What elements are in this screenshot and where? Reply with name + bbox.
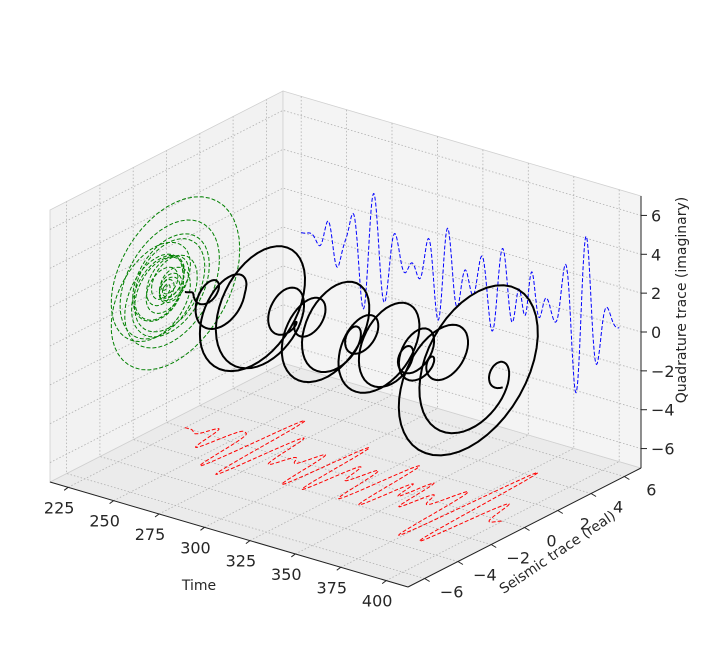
y-tick bbox=[590, 493, 597, 497]
x-tick bbox=[381, 580, 387, 585]
x-tick bbox=[245, 540, 251, 545]
x-axis-line bbox=[49, 481, 409, 588]
z-tick-label: −6 bbox=[651, 440, 675, 459]
x-tick-label: 300 bbox=[180, 538, 211, 557]
x-tick-label: 250 bbox=[89, 512, 120, 531]
y-tick-label: 2 bbox=[580, 515, 590, 534]
z-axis-label: Quadrature trace (imaginary) bbox=[674, 197, 690, 403]
y-tick bbox=[457, 561, 464, 565]
x-tick-label: 375 bbox=[316, 578, 347, 597]
grid-line-y bbox=[132, 167, 492, 545]
x-tick bbox=[109, 500, 114, 505]
series-real-projection bbox=[184, 419, 539, 542]
y-tick-label: −4 bbox=[473, 566, 497, 585]
x-tick-label: 400 bbox=[362, 592, 393, 611]
x-tick bbox=[336, 566, 342, 571]
y-tick bbox=[624, 476, 630, 480]
x-tick-label: 275 bbox=[135, 525, 166, 544]
grid-line-y bbox=[99, 184, 459, 562]
grid-line-y bbox=[265, 99, 625, 477]
y-tick-label: 0 bbox=[546, 532, 556, 551]
y-tick-label: −6 bbox=[440, 583, 464, 602]
z-tick-label: 6 bbox=[651, 206, 661, 225]
y-tick bbox=[557, 510, 564, 514]
z-tick-label: 0 bbox=[651, 323, 661, 342]
x-axis-label: Time bbox=[181, 578, 216, 594]
grid-line-y bbox=[166, 150, 525, 528]
z-tick-label: 4 bbox=[651, 245, 661, 264]
grid-line-y bbox=[199, 133, 558, 511]
x-tick-label: 350 bbox=[271, 565, 302, 584]
x-tick bbox=[154, 513, 160, 518]
grid-line-y bbox=[66, 201, 425, 579]
y-tick-label: −2 bbox=[506, 549, 530, 568]
z-tick-label: −4 bbox=[651, 401, 675, 420]
series-complex-trace bbox=[184, 245, 539, 457]
x-tick bbox=[63, 486, 69, 491]
x-tick-label: 225 bbox=[44, 498, 75, 517]
series-complex-plane-projection bbox=[110, 196, 241, 371]
y-tick-label: 4 bbox=[613, 498, 623, 517]
series-imaginary-projection bbox=[301, 193, 620, 394]
x-tick bbox=[291, 553, 296, 558]
y-tick bbox=[424, 578, 430, 582]
grid-line-y bbox=[232, 116, 592, 494]
x-tick bbox=[200, 526, 205, 531]
x-tick-label: 325 bbox=[226, 552, 257, 571]
y-tick bbox=[490, 544, 497, 548]
y-tick bbox=[524, 527, 530, 531]
z-tick-label: −2 bbox=[651, 362, 675, 381]
y-tick-label: 6 bbox=[646, 481, 656, 500]
z-tick-label: 2 bbox=[651, 284, 661, 303]
